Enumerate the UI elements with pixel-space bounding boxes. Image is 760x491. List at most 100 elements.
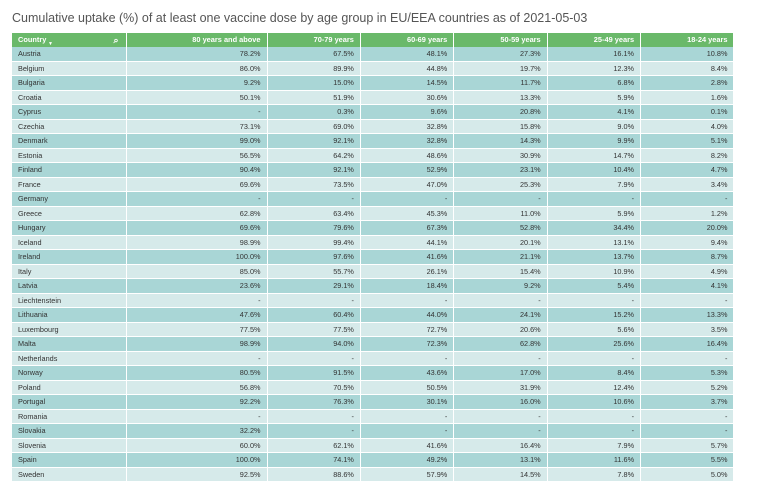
uptake-value-cell: 44.8% bbox=[360, 61, 455, 76]
column-header-label: 25-49 years bbox=[593, 35, 635, 44]
country-cell: Iceland bbox=[12, 235, 127, 250]
uptake-value-cell: - bbox=[126, 104, 268, 120]
uptake-value-cell: 49.2% bbox=[360, 452, 455, 468]
uptake-value-cell: 13.3% bbox=[453, 90, 548, 105]
uptake-value-cell: - bbox=[547, 423, 642, 439]
uptake-value-cell: 8.4% bbox=[547, 365, 642, 381]
uptake-value-cell: 12.3% bbox=[547, 61, 642, 76]
uptake-value-cell: 23.6% bbox=[126, 278, 268, 294]
table-row: Hungary 69.6% 79.6% 67.3% 52.8% 34.4% 20.0% bbox=[12, 220, 735, 236]
uptake-value-cell: 2.8% bbox=[640, 75, 735, 91]
country-cell: Latvia bbox=[12, 278, 127, 294]
uptake-value-cell: 9.6% bbox=[360, 104, 455, 120]
table-body: Austria 78.2% 67.5% 48.1% 27.3% 16.1% 10.8% Bel… bbox=[12, 47, 735, 482]
uptake-value-cell: 14.3% bbox=[453, 133, 548, 149]
uptake-value-cell: 47.0% bbox=[360, 177, 455, 192]
uptake-value-cell: 25.3% bbox=[453, 177, 548, 192]
uptake-value-cell: 50.5% bbox=[360, 380, 455, 395]
column-header[interactable]: 50-59 years bbox=[453, 33, 548, 47]
country-cell: Denmark bbox=[12, 133, 127, 149]
uptake-value-cell: - bbox=[267, 351, 361, 366]
column-header[interactable]: 60-69 years bbox=[360, 33, 455, 47]
uptake-value-cell: 15.0% bbox=[267, 75, 361, 91]
sort-indicator-icon[interactable]: ▼ bbox=[48, 41, 53, 47]
uptake-value-cell: 98.9% bbox=[126, 235, 268, 250]
uptake-value-cell: - bbox=[360, 409, 455, 424]
uptake-value-cell: 63.4% bbox=[267, 206, 361, 221]
uptake-value-cell: 70.5% bbox=[267, 380, 361, 395]
uptake-value-cell: 45.3% bbox=[360, 206, 455, 221]
country-cell: Greece bbox=[12, 206, 127, 221]
uptake-value-cell: 25.6% bbox=[547, 336, 642, 352]
column-header-label: 80 years and above bbox=[192, 35, 261, 44]
uptake-value-cell: 41.6% bbox=[360, 438, 455, 453]
column-header-label: 18-24 years bbox=[687, 35, 728, 44]
uptake-value-cell: 9.2% bbox=[126, 75, 268, 91]
uptake-value-cell: - bbox=[360, 423, 455, 439]
table-row: Romania - - - - - - bbox=[12, 409, 735, 424]
uptake-value-cell: - bbox=[360, 191, 455, 207]
table-row: Ireland 100.0% 97.6% 41.6% 21.1% 13.7% 8.7% bbox=[12, 249, 735, 265]
uptake-value-cell: 85.0% bbox=[126, 264, 268, 279]
uptake-value-cell: 62.1% bbox=[267, 438, 361, 453]
uptake-value-cell: 76.3% bbox=[267, 394, 361, 410]
uptake-value-cell: 31.9% bbox=[453, 380, 548, 395]
country-cell: Cyprus bbox=[12, 104, 127, 120]
column-header-country[interactable]: Country ▼ ⌕ bbox=[12, 33, 127, 47]
uptake-value-cell: 11.0% bbox=[453, 206, 548, 221]
uptake-value-cell: 30.9% bbox=[453, 148, 548, 163]
uptake-value-cell: 26.1% bbox=[360, 264, 455, 279]
uptake-value-cell: 30.6% bbox=[360, 90, 455, 105]
uptake-value-cell: 14.7% bbox=[547, 148, 642, 163]
uptake-value-cell: 29.1% bbox=[267, 278, 361, 294]
uptake-value-cell: 16.4% bbox=[453, 438, 548, 453]
country-cell: Lithuania bbox=[12, 307, 127, 323]
uptake-value-cell: 34.4% bbox=[547, 220, 642, 236]
uptake-value-cell: 5.0% bbox=[640, 467, 735, 482]
uptake-value-cell: - bbox=[547, 409, 642, 424]
country-cell: Bulgaria bbox=[12, 75, 127, 91]
table-row: Belgium 86.0% 89.9% 44.8% 19.7% 12.3% 8.4% bbox=[12, 61, 735, 76]
uptake-value-cell: 32.8% bbox=[360, 133, 455, 149]
column-header[interactable]: 80 years and above bbox=[126, 33, 268, 47]
column-header-label: Country bbox=[18, 35, 47, 44]
search-icon[interactable]: ⌕ bbox=[113, 35, 119, 45]
table-row: Slovenia 60.0% 62.1% 41.6% 16.4% 7.9% 5.7% bbox=[12, 438, 735, 453]
country-cell: Romania bbox=[12, 409, 127, 424]
uptake-value-cell: - bbox=[267, 293, 361, 308]
table-row: Spain 100.0% 74.1% 49.2% 13.1% 11.6% 5.5% bbox=[12, 452, 735, 468]
table-row: Croatia 50.1% 51.9% 30.6% 13.3% 5.9% 1.6% bbox=[12, 90, 735, 105]
uptake-value-cell: 69.6% bbox=[126, 177, 268, 192]
uptake-value-cell: - bbox=[126, 351, 268, 366]
column-header-label: 50-59 years bbox=[500, 35, 541, 44]
uptake-value-cell: 100.0% bbox=[126, 452, 268, 468]
uptake-value-cell: 52.9% bbox=[360, 162, 455, 178]
country-cell: Ireland bbox=[12, 249, 127, 265]
uptake-value-cell: - bbox=[453, 191, 548, 207]
column-header[interactable]: 18-24 years bbox=[640, 33, 735, 47]
uptake-value-cell: - bbox=[360, 293, 455, 308]
country-cell: Netherlands bbox=[12, 351, 127, 366]
uptake-value-cell: 3.7% bbox=[640, 394, 735, 410]
uptake-value-cell: - bbox=[126, 409, 268, 424]
column-header[interactable]: 70-79 years bbox=[267, 33, 361, 47]
table-row: Latvia 23.6% 29.1% 18.4% 9.2% 5.4% 4.1% bbox=[12, 278, 735, 294]
table-row: Liechtenstein - - - - - - bbox=[12, 293, 735, 308]
uptake-value-cell: 44.1% bbox=[360, 235, 455, 250]
uptake-value-cell: 10.8% bbox=[640, 47, 735, 62]
uptake-value-cell: 13.1% bbox=[453, 452, 548, 468]
uptake-value-cell: 62.8% bbox=[126, 206, 268, 221]
uptake-value-cell: 20.0% bbox=[640, 220, 735, 236]
uptake-value-cell: 48.6% bbox=[360, 148, 455, 163]
uptake-value-cell: 100.0% bbox=[126, 249, 268, 265]
country-cell: Liechtenstein bbox=[12, 293, 127, 308]
uptake-value-cell: 43.6% bbox=[360, 365, 455, 381]
uptake-value-cell: 44.0% bbox=[360, 307, 455, 323]
table-row: Finland 90.4% 92.1% 52.9% 23.1% 10.4% 4.7% bbox=[12, 162, 735, 178]
table-row: Greece 62.8% 63.4% 45.3% 11.0% 5.9% 1.2% bbox=[12, 206, 735, 221]
column-header[interactable]: 25-49 years bbox=[547, 33, 642, 47]
uptake-value-cell: 16.4% bbox=[640, 336, 735, 352]
uptake-value-cell: - bbox=[126, 293, 268, 308]
uptake-value-cell: 56.8% bbox=[126, 380, 268, 395]
uptake-value-cell: 5.2% bbox=[640, 380, 735, 395]
